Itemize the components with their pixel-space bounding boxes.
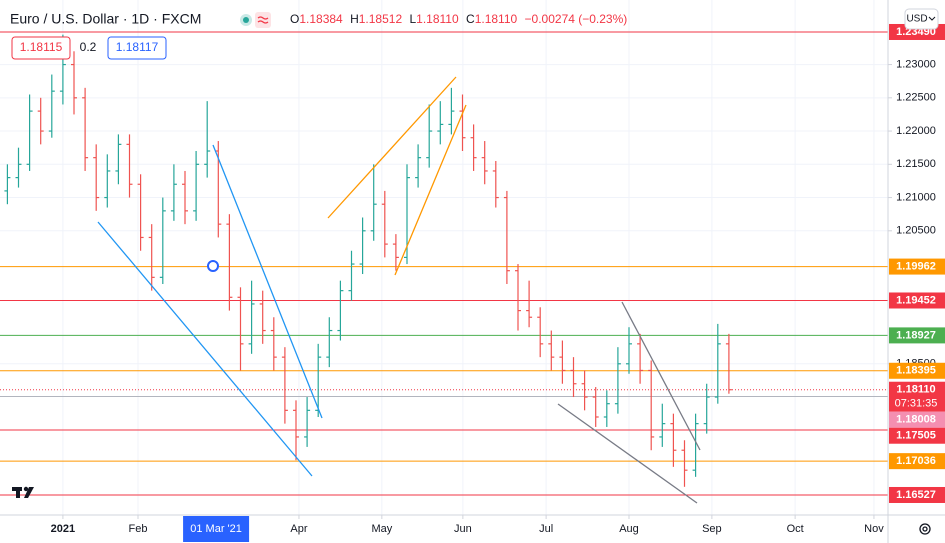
trend-line bbox=[97, 221, 313, 477]
price-label-bg bbox=[889, 453, 945, 470]
x-tick-label: Oct bbox=[787, 523, 804, 535]
settings-icon[interactable] bbox=[919, 523, 931, 535]
ohlc-readout: O1.18384 H1.18512 L1.18110 C1.18110 −0.0… bbox=[290, 12, 627, 26]
price-label-bg bbox=[889, 486, 945, 503]
sell-price[interactable]: 1.18115 bbox=[20, 40, 63, 54]
price-label: 1.17505 bbox=[896, 430, 936, 442]
x-tick-label: Apr bbox=[290, 523, 307, 535]
price-label-bg bbox=[889, 362, 945, 379]
market-icon bbox=[255, 12, 271, 28]
status-icon bbox=[243, 17, 249, 23]
x-tick-label: Aug bbox=[619, 523, 639, 535]
drawings bbox=[97, 76, 701, 504]
gear[interactable] bbox=[922, 526, 928, 532]
trend-line bbox=[394, 104, 467, 276]
gear[interactable] bbox=[919, 523, 931, 535]
y-tick-label: 1.21000 bbox=[896, 191, 936, 203]
x-tick-label: 2021 bbox=[51, 523, 75, 535]
label: H bbox=[350, 12, 359, 26]
trend-line bbox=[621, 301, 701, 451]
levels bbox=[0, 31, 888, 496]
y-tick-label: 1.22500 bbox=[896, 92, 936, 104]
market-icon bbox=[257, 16, 269, 24]
x-tick-label: May bbox=[371, 523, 392, 535]
logo bbox=[12, 486, 34, 498]
price-label-bg bbox=[889, 292, 945, 309]
price-label-bg bbox=[889, 258, 945, 275]
currency-label[interactable]: USD bbox=[906, 14, 927, 25]
sell-button[interactable] bbox=[11, 36, 71, 60]
currency-button[interactable] bbox=[904, 8, 939, 30]
crosshair-label-bg bbox=[183, 516, 250, 542]
price-label-bg bbox=[889, 327, 945, 344]
value: 1.18384 bbox=[299, 12, 343, 26]
price-label-bg bbox=[889, 411, 945, 428]
price-label: 1.19962 bbox=[896, 260, 936, 272]
label: C bbox=[466, 12, 475, 26]
logo-part bbox=[23, 486, 29, 492]
logo-part bbox=[24, 487, 34, 498]
label: O bbox=[290, 12, 299, 26]
price-label: 1.18008 bbox=[896, 414, 936, 426]
x-tick-label: Feb bbox=[129, 523, 148, 535]
anchor-point[interactable] bbox=[207, 260, 219, 272]
label: L bbox=[409, 12, 416, 26]
value: 1.18110 bbox=[416, 12, 459, 26]
countdown: 07:31:35 bbox=[895, 398, 938, 410]
value: 1.18512 bbox=[359, 12, 403, 26]
price-label-bg bbox=[889, 381, 945, 412]
price-label: 1.18110 bbox=[896, 384, 935, 396]
trend-line bbox=[212, 144, 323, 419]
buy-price[interactable]: 1.18117 bbox=[116, 40, 159, 54]
y-tick-label: 1.21500 bbox=[896, 158, 936, 170]
symbol-title: Euro / U.S. Dollar · 1D · FXCM bbox=[10, 11, 201, 27]
y-tick-label: 1.23000 bbox=[896, 58, 936, 70]
y-tick-label: 1.22000 bbox=[896, 125, 936, 137]
crosshair-label: 01 Mar '21 bbox=[190, 523, 242, 535]
price-label: 1.18395 bbox=[896, 365, 936, 377]
x-tick-label: Jul bbox=[539, 523, 553, 535]
logo-part bbox=[16, 487, 20, 498]
x-tick-label: Jun bbox=[454, 523, 472, 535]
change: −0.00274 (−0.23%) bbox=[525, 12, 628, 26]
y-tick-label: 1.20500 bbox=[896, 225, 936, 237]
trend-line bbox=[327, 76, 457, 219]
price-label: 1.19452 bbox=[896, 294, 936, 306]
dropdown-arrow bbox=[928, 16, 936, 21]
price-label-bg bbox=[889, 427, 945, 444]
price-label: 1.17036 bbox=[896, 455, 936, 467]
x-tick-label: Nov bbox=[864, 523, 884, 535]
x-tick-label: Sep bbox=[702, 523, 722, 535]
value: 1.18110 bbox=[475, 12, 518, 26]
legend: Euro / U.S. Dollar · 1D · FXCM O1.18384 … bbox=[10, 11, 627, 60]
spread: 0.2 bbox=[80, 40, 97, 54]
price-label: 1.16527 bbox=[896, 489, 936, 501]
price-label: 1.18927 bbox=[896, 329, 936, 341]
buy-button[interactable] bbox=[107, 36, 167, 60]
trend-line bbox=[557, 403, 698, 504]
axes: 1.23000 1.22500 1.22000 1.21500 1.21000 1.205… bbox=[51, 23, 945, 542]
